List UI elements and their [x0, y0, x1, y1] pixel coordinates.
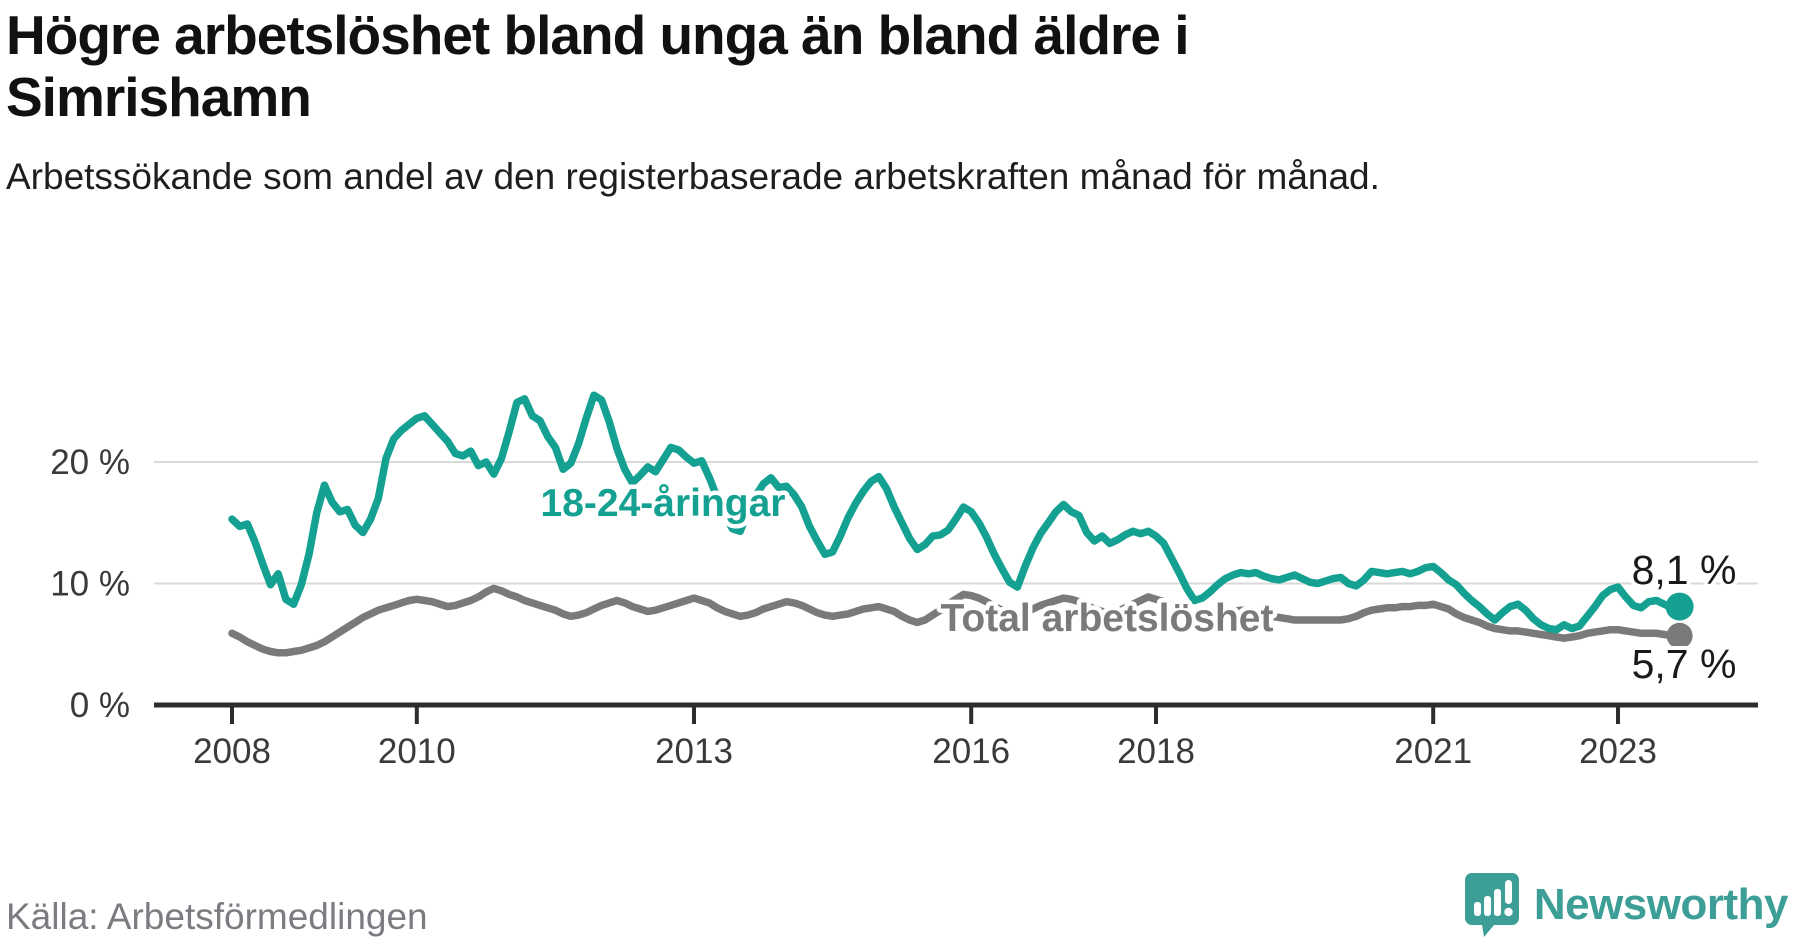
series-end-value-label: 5,7 % [1632, 641, 1737, 687]
series-end-dot [1666, 622, 1693, 649]
x-axis-tick-label: 2010 [378, 732, 456, 771]
series-label: Total arbetslöshet [940, 597, 1273, 640]
x-axis-tick-label: 2021 [1394, 732, 1472, 771]
newsworthy-bubble-bar-chart-icon [1464, 873, 1519, 937]
series-line-total [228, 584, 1684, 657]
x-axis-tick-label: 2013 [655, 732, 733, 771]
newsworthy-logo: Newsworthy [1464, 872, 1789, 938]
page-title: Högre arbetslöshet bland unga än bland ä… [6, 4, 1190, 129]
newsworthy-logo-text: Newsworthy [1533, 880, 1789, 929]
series-line-youth [228, 391, 1684, 634]
chart-subtitle: Arbetssökande som andel av den registerb… [6, 156, 1380, 198]
series-end-value-label: 8,1 % [1632, 547, 1737, 593]
x-axis-tick-label: 2018 [1117, 732, 1195, 771]
x-axis-tick-label: 2016 [932, 732, 1010, 771]
line-chart: 0 % 10 % 20 % 2008 2010 2013 2016 2018 2021 2023 T… [0, 300, 1800, 780]
series-label: 18-24-åringar [541, 482, 786, 525]
y-axis-tick-label: 0 % [70, 686, 130, 725]
x-axis-tick-label: 2008 [193, 732, 271, 771]
series-end-dot [1665, 592, 1694, 621]
source-note: Källa: Arbetsförmedlingen [6, 896, 428, 937]
y-axis-tick-label: 20 % [50, 443, 130, 482]
chart-header: Högre arbetslöshet bland unga än bland ä… [6, 4, 1766, 202]
x-axis-tick-label: 2023 [1579, 732, 1657, 771]
y-axis-tick-label: 10 % [50, 565, 130, 604]
